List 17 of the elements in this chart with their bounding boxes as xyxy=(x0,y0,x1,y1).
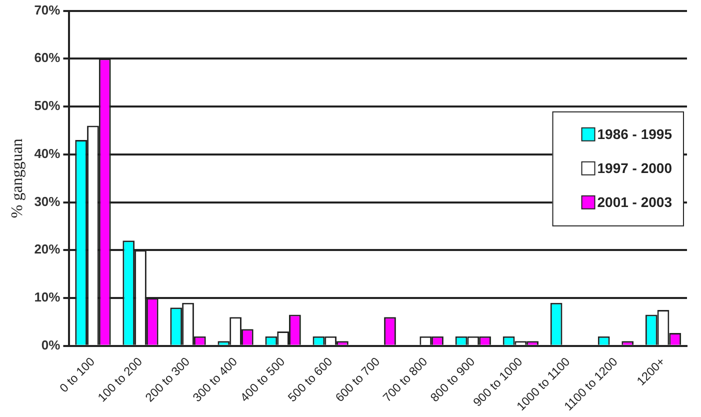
x-tick-label: 500 to 600 xyxy=(285,354,336,405)
y-tick-label: 30% xyxy=(34,194,61,209)
y-axis-title: % gangguan xyxy=(8,138,26,218)
y-tick-label: 0% xyxy=(41,337,61,352)
x-tick-label: 400 to 500 xyxy=(238,354,288,405)
x-tick-label: 300 to 400 xyxy=(190,354,240,405)
legend-label: 2001 - 2003 xyxy=(597,194,672,210)
x-tick-label: 600 to 700 xyxy=(332,354,383,405)
x-tick-label: 700 to 800 xyxy=(380,354,430,405)
y-tick-label: 40% xyxy=(34,146,61,161)
y-tick-label: 20% xyxy=(34,242,61,257)
y-tick-label: 50% xyxy=(34,98,61,114)
legend-label: 1997 - 2000 xyxy=(597,160,672,176)
y-tick-label: 10% xyxy=(34,290,61,305)
legend-label: 1986 - 1995 xyxy=(597,126,672,142)
y-tick-label: 70% xyxy=(34,2,61,18)
y-tick-label: 60% xyxy=(34,50,61,66)
